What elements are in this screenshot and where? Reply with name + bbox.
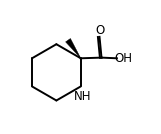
Text: NH: NH (74, 90, 91, 103)
Text: O: O (95, 24, 104, 37)
Text: OH: OH (114, 52, 132, 65)
Polygon shape (66, 38, 81, 58)
